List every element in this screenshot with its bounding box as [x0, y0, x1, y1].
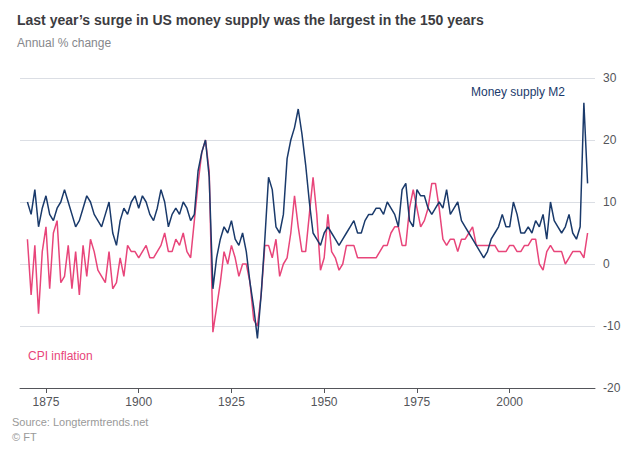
svg-text:2000: 2000 [496, 395, 523, 409]
svg-text:1925: 1925 [218, 395, 245, 409]
svg-text:10: 10 [603, 195, 617, 209]
svg-text:30: 30 [603, 71, 617, 85]
svg-text:-10: -10 [603, 319, 621, 333]
svg-text:-20: -20 [603, 381, 621, 395]
svg-text:© FT: © FT [12, 431, 37, 443]
svg-text:1950: 1950 [311, 395, 338, 409]
svg-text:Annual % change: Annual % change [17, 36, 111, 50]
svg-text:0: 0 [603, 257, 610, 271]
svg-text:1975: 1975 [404, 395, 431, 409]
svg-text:20: 20 [603, 133, 617, 147]
svg-text:1900: 1900 [125, 395, 152, 409]
svg-text:1875: 1875 [33, 395, 60, 409]
svg-text:Source: Longtermtrends.net: Source: Longtermtrends.net [12, 416, 148, 428]
svg-text:Money supply M2: Money supply M2 [471, 85, 565, 99]
svg-text:CPI inflation: CPI inflation [28, 349, 93, 363]
svg-text:Last year’s surge in US money: Last year’s surge in US money supply was… [17, 12, 484, 28]
